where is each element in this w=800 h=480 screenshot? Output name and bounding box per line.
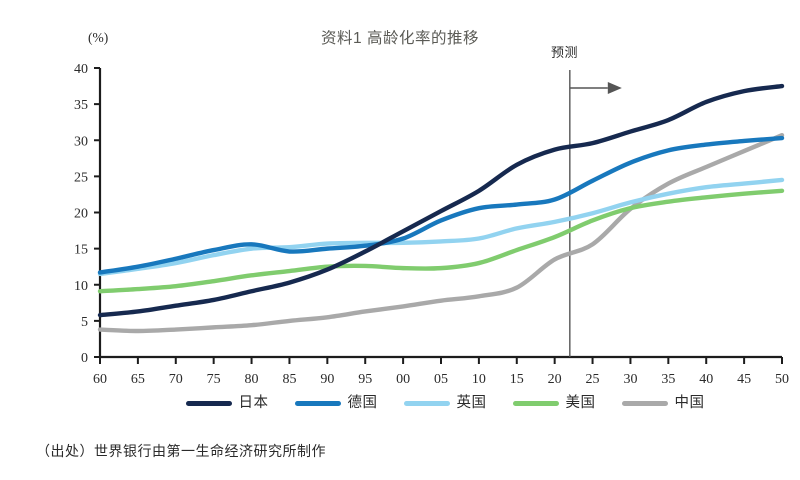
svg-text:5: 5	[81, 315, 88, 330]
series-line-中国	[97, 132, 785, 334]
legend-label-uk: 英国	[456, 395, 487, 411]
series-line-美国	[97, 188, 785, 294]
legend-item-china: 中国	[621, 395, 705, 411]
svg-text:30: 30	[74, 134, 88, 149]
svg-text:00: 00	[396, 372, 410, 387]
legend-item-germany: 德国	[294, 395, 378, 411]
svg-text:20: 20	[548, 372, 562, 387]
y-axis-ticks: 0 5 10 15 20 25 30 35 40	[74, 62, 100, 366]
forecast-divider	[569, 70, 622, 357]
forecast-annotation-label: 预测	[551, 45, 579, 60]
svg-text:70: 70	[169, 372, 183, 387]
svg-text:50: 50	[775, 372, 789, 387]
svg-text:15: 15	[74, 243, 88, 258]
x-axis-ticks: 60 65 70 75 80 85 90 95 00 05 10 15 20 25 30 35 40 45 50	[93, 357, 789, 387]
legend-swatch-japan	[185, 400, 232, 406]
svg-text:85: 85	[282, 372, 296, 387]
svg-text:10: 10	[472, 372, 486, 387]
svg-text:40: 40	[74, 62, 88, 77]
svg-text:35: 35	[74, 98, 88, 113]
svg-text:25: 25	[586, 372, 600, 387]
legend-label-germany: 德国	[347, 395, 378, 411]
legend-label-japan: 日本	[238, 395, 269, 411]
svg-text:95: 95	[358, 372, 372, 387]
series-line-英国	[97, 177, 785, 277]
svg-text:05: 05	[434, 372, 448, 387]
legend-item-usa: 美国	[512, 395, 596, 411]
series-line-德国	[97, 135, 785, 275]
axis-lines	[98, 68, 782, 359]
legend-label-usa: 美国	[565, 395, 596, 411]
legend-swatch-uk	[403, 400, 450, 406]
series-lines	[97, 83, 785, 334]
svg-text:40: 40	[699, 372, 713, 387]
svg-text:25: 25	[74, 170, 88, 185]
svg-text:65: 65	[131, 372, 145, 387]
svg-text:75: 75	[207, 372, 221, 387]
y-axis-unit-label: (%)	[88, 30, 109, 45]
legend-item-japan: 日本	[185, 395, 269, 411]
legend-item-uk: 英国	[403, 395, 487, 411]
svg-text:90: 90	[320, 372, 334, 387]
chart-title: 资料1 高龄化率的推移	[321, 30, 479, 47]
svg-text:20: 20	[74, 207, 88, 222]
svg-text:45: 45	[737, 372, 751, 387]
series-line-日本	[97, 83, 785, 318]
svg-text:0: 0	[81, 351, 88, 366]
legend-label-china: 中国	[674, 395, 705, 411]
chart-legend: 日本 德国 英国 美国 中国	[100, 396, 790, 411]
svg-text:30: 30	[623, 372, 637, 387]
svg-text:35: 35	[661, 372, 675, 387]
svg-text:80: 80	[245, 372, 259, 387]
svg-text:10: 10	[74, 279, 88, 294]
svg-text:15: 15	[510, 372, 524, 387]
svg-text:60: 60	[93, 372, 107, 387]
source-note: （出处）世界银行由第一生命经济研究所制作	[36, 443, 326, 459]
legend-swatch-germany	[294, 400, 341, 406]
legend-swatch-china	[621, 400, 668, 406]
legend-swatch-usa	[512, 400, 559, 406]
